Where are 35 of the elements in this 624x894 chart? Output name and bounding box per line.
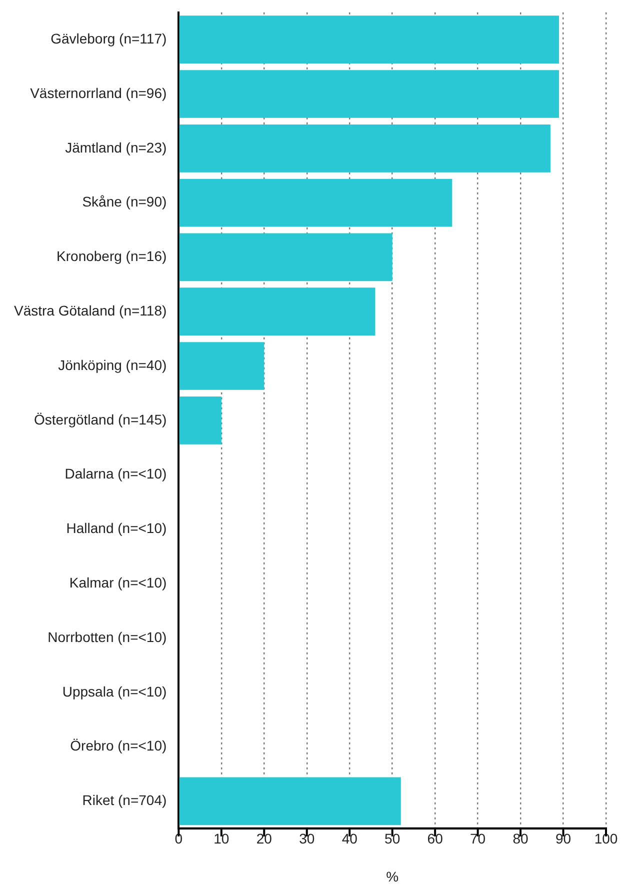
y-tick-label: Uppsala (n=<10)	[62, 683, 167, 700]
y-tick-label: Kronoberg (n=16)	[56, 248, 167, 264]
y-tick-label: Jönköping (n=40)	[58, 356, 167, 373]
y-tick-label: Jämtland (n=23)	[65, 139, 167, 156]
x-tick-label: 60	[427, 830, 444, 847]
x-axis-title: %	[386, 868, 399, 884]
y-tick-label: Dalarna (n=<10)	[64, 466, 167, 482]
x-tick-label: 70	[470, 830, 486, 847]
x-tick-label: 80	[512, 830, 529, 847]
y-tick-label: Örebro (n=<10)	[70, 738, 167, 754]
bar	[179, 178, 452, 227]
x-tick-label: 30	[299, 830, 315, 847]
x-tick-label: 100	[594, 830, 618, 847]
x-tick-label: 10	[214, 830, 230, 847]
bar	[179, 342, 264, 390]
x-tick-label: 50	[384, 830, 400, 847]
bar	[179, 396, 222, 444]
bar	[179, 288, 376, 336]
y-tick-label: Halland (n=<10)	[66, 520, 167, 536]
x-tick-label: 90	[555, 830, 572, 847]
y-tick-label: Norrbotten (n=<10)	[48, 628, 167, 645]
y-tick-label: Västernorrland (n=96)	[30, 84, 167, 101]
x-tick-label: 40	[342, 830, 358, 847]
bar	[179, 124, 550, 172]
y-tick-label: Riket (n=704)	[82, 792, 167, 808]
bar	[179, 16, 559, 64]
x-tick-label: 20	[256, 830, 272, 847]
bar	[179, 70, 559, 118]
y-tick-label: Östergötland (n=145)	[34, 411, 167, 428]
y-tick-label: Kalmar (n=<10)	[69, 574, 167, 590]
bar	[179, 233, 392, 282]
bar	[179, 777, 401, 826]
y-tick-label: Gävleborg (n=117)	[50, 30, 167, 46]
y-tick-label: Västra Götaland (n=118)	[14, 302, 167, 318]
y-tick-label: Skåne (n=90)	[82, 194, 167, 210]
